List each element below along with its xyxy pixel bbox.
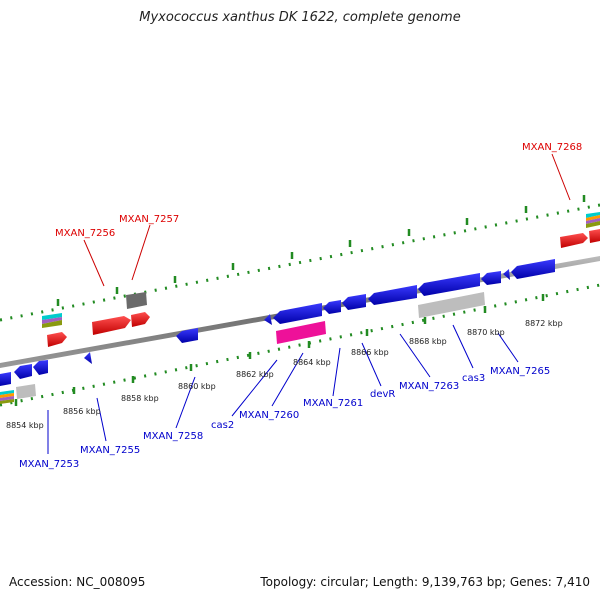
upper-major-ticks (56, 195, 586, 306)
callout-lines (47, 153, 571, 454)
tick-label: 8854 kbp (6, 421, 44, 430)
tick-label: 8862 kbp (236, 370, 274, 379)
gene-red-edge[interactable] (589, 229, 600, 243)
tick-label: 8860 kbp (178, 382, 216, 391)
tick-labels: 8854 kbp 8856 kbp 8858 kbp 8860 kbp 8862… (6, 319, 563, 430)
map-title: Myxococcus xanthus DK 1622, complete gen… (139, 10, 461, 25)
forward-genes (47, 229, 600, 347)
gene-mxan-7263[interactable] (368, 285, 417, 305)
gene-label-mxan-7263[interactable]: MXAN_7263 (399, 381, 459, 392)
forward-gene-labels: MXAN_7256 MXAN_7257 MXAN_7268 (55, 142, 582, 239)
feature-gray-dark[interactable] (126, 292, 147, 309)
gene-mxan-7258[interactable] (176, 328, 198, 343)
tick-label: 8868 kbp (409, 337, 447, 346)
lower-feature-blocks (0, 292, 485, 404)
gene-label-devr[interactable]: devR (370, 389, 395, 400)
gene-blue-f[interactable] (503, 269, 510, 280)
gene-label-cas3[interactable]: cas3 (462, 373, 485, 384)
genome-summary-text: Topology: circular; Length: 9,139,763 bp… (260, 575, 590, 589)
tick-label: 8872 kbp (525, 319, 563, 328)
gene-blue-g[interactable] (511, 259, 555, 279)
gene-red-left[interactable] (47, 332, 67, 347)
gene-label-mxan-7268[interactable]: MXAN_7268 (522, 142, 582, 153)
gene-label-mxan-7258[interactable]: MXAN_7258 (143, 431, 203, 442)
reverse-gene-labels: MXAN_7253 MXAN_7255 MXAN_7258 cas2 MXAN_… (19, 366, 550, 470)
gene-label-mxan-7261[interactable]: MXAN_7261 (303, 398, 363, 409)
tick-label: 8870 kbp (467, 328, 505, 337)
gene-label-cas2[interactable]: cas2 (211, 420, 234, 431)
gene-label-mxan-7257[interactable]: MXAN_7257 (119, 214, 179, 225)
gene-blue-d[interactable] (84, 352, 92, 364)
gene-label-mxan-7253[interactable]: MXAN_7253 (19, 459, 79, 470)
gene-blue-e[interactable] (264, 314, 272, 325)
tick-label: 8858 kbp (121, 394, 159, 403)
lower-major-ticks (14, 294, 545, 406)
tick-label: 8864 kbp (293, 358, 331, 367)
gene-label-mxan-7265[interactable]: MXAN_7265 (490, 366, 550, 377)
gene-label-mxan-7260[interactable]: MXAN_7260 (239, 410, 299, 421)
reverse-genes (0, 259, 555, 386)
feature-stack-right[interactable] (586, 212, 600, 228)
lower-tick-row (0, 283, 600, 407)
gene-blue-b[interactable] (14, 364, 32, 379)
gene-blue-c[interactable] (33, 360, 48, 375)
gene-label-mxan-7256[interactable]: MXAN_7256 (55, 228, 115, 239)
gene-mxan-7261[interactable] (323, 300, 341, 314)
feature-gray-small[interactable] (16, 384, 36, 399)
feature-stack-left[interactable] (42, 313, 62, 328)
gene-blue-a[interactable] (0, 372, 11, 386)
gene-mxan-7268[interactable] (560, 233, 588, 248)
tick-label: 8856 kbp (63, 407, 101, 416)
gene-cas3[interactable] (418, 273, 480, 296)
feature-stack-lower[interactable] (0, 390, 14, 404)
upper-tick-row (0, 203, 600, 322)
accession-text: Accession: NC_008095 (9, 575, 146, 589)
upper-feature-blocks (42, 212, 600, 328)
gene-mxan-7265[interactable] (481, 271, 501, 285)
gene-devr[interactable] (342, 294, 366, 310)
gene-label-mxan-7255[interactable]: MXAN_7255 (80, 445, 140, 456)
gene-mxan-7260[interactable] (273, 303, 322, 324)
gene-mxan-7257[interactable] (131, 312, 150, 327)
gene-mxan-7256[interactable] (92, 316, 131, 335)
feature-gray-light[interactable] (418, 292, 485, 318)
tick-label: 8866 kbp (351, 348, 389, 357)
feature-pink[interactable] (276, 321, 326, 344)
